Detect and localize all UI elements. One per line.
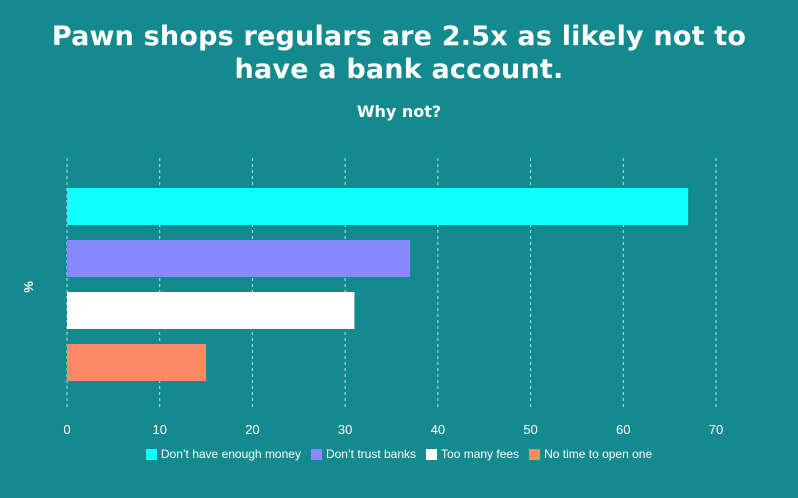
bar[interactable]: [67, 292, 355, 329]
chart-title: Pawn shops regulars are 2.5x as likely n…: [51, 21, 747, 85]
x-tick-label: 30: [338, 422, 352, 437]
legend-swatch: [529, 448, 541, 460]
x-axis-ticks: 0 10 20 30 40 50 60 70: [63, 422, 723, 437]
bar[interactable]: [67, 344, 207, 381]
x-tick-label: 20: [245, 422, 259, 437]
y-axis-label: %: [21, 281, 36, 293]
chart-subtitle: Why not?: [356, 102, 442, 121]
legend-swatch: [145, 448, 157, 460]
legend-label: No time to open one: [544, 447, 653, 461]
x-tick-label: 0: [63, 422, 70, 437]
x-tick-label: 60: [616, 422, 630, 437]
legend-swatch: [310, 448, 322, 460]
legend-item[interactable]: No time to open one: [529, 447, 652, 461]
legend-label: Too many fees: [441, 447, 520, 461]
bar[interactable]: [67, 188, 689, 225]
bar[interactable]: [67, 240, 411, 277]
legend-label: Don’t trust banks: [325, 447, 417, 461]
bars: [67, 188, 689, 381]
legend-item[interactable]: Don’t have enough money: [145, 447, 301, 461]
legend-item[interactable]: Too many fees: [426, 447, 519, 461]
legend-item[interactable]: Don’t trust banks: [310, 447, 417, 461]
x-tick-label: 70: [709, 422, 723, 437]
legend-label: Don’t have enough money: [160, 447, 301, 461]
x-tick-label: 10: [152, 422, 166, 437]
chart-legend: Don’t have enough money Don’t trust banks…: [0, 447, 798, 461]
x-tick-label: 40: [431, 422, 445, 437]
x-tick-label: 50: [523, 422, 537, 437]
legend-swatch: [426, 448, 438, 460]
